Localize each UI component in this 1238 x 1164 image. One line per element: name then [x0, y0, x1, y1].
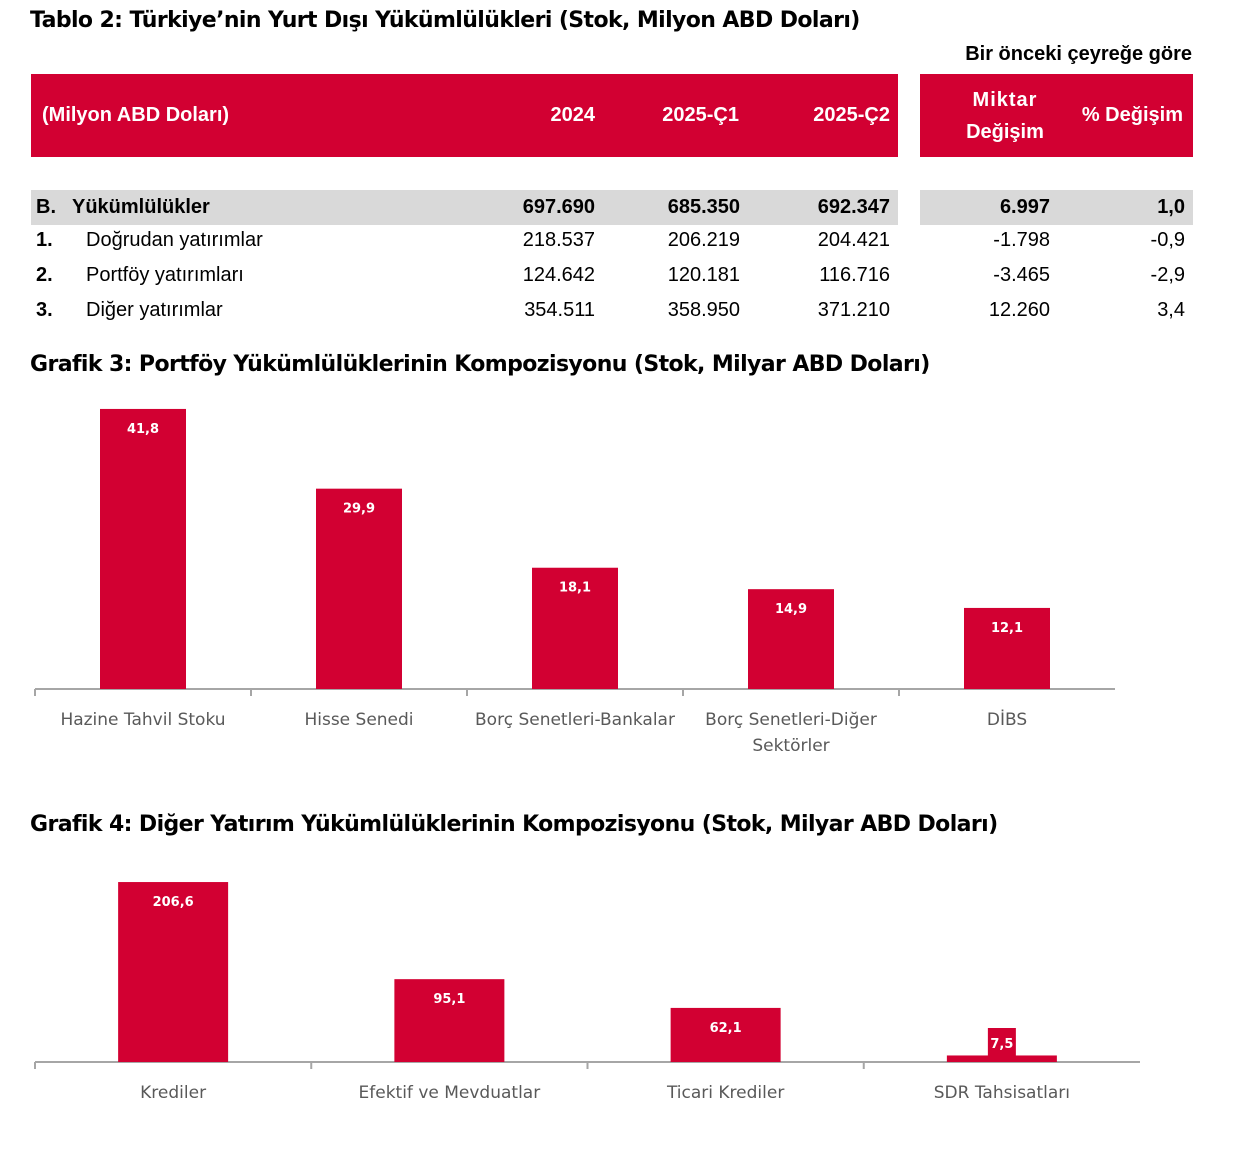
- row-number: B.: [36, 196, 56, 218]
- category-label: Sektörler: [752, 736, 829, 756]
- value-2025-q2: 371.210: [817, 299, 890, 321]
- bar: [394, 979, 505, 1062]
- bar: [100, 408, 186, 689]
- category-label: Efektif ve Mevduatlar: [359, 1083, 541, 1103]
- data-label: 7,5: [990, 1037, 1013, 1052]
- row-label: Yükümlülükler: [72, 196, 210, 218]
- bar: [748, 589, 834, 689]
- value-change-amount: -3.465: [993, 264, 1050, 286]
- header-change-amount-line1: Miktar: [972, 88, 1038, 111]
- category-label: Hisse Senedi: [304, 710, 413, 730]
- bar: [118, 882, 229, 1062]
- bar: [532, 567, 618, 689]
- row-label: Diğer yatırımlar: [86, 299, 223, 321]
- table-header-main: (Milyon ABD Doları) 2024 2025-Ç1 2025-Ç2: [31, 74, 898, 157]
- chart3-title: Grafik 3: Portföy Yükümlülüklerinin Komp…: [30, 352, 930, 377]
- value-change-pct: 3,4: [1157, 299, 1185, 321]
- value-change-amount: -1.798: [993, 229, 1050, 251]
- table-row: 2. Portföy yatırımları 124.642 120.181 116.7…: [31, 258, 898, 293]
- row-number: 2.: [36, 264, 53, 286]
- data-label: 12,1: [991, 621, 1023, 636]
- data-label: 95,1: [433, 992, 465, 1007]
- value-2025-q2: 116.716: [819, 264, 890, 286]
- category-label: Hazine Tahvil Stoku: [60, 710, 225, 730]
- table-row-change: 12.260 3,4: [920, 293, 1193, 328]
- value-2024: 697.690: [522, 196, 595, 218]
- value-2024: 354.511: [524, 299, 595, 321]
- category-label: Ticari Krediler: [666, 1083, 784, 1103]
- header-2025-q1: 2025-Ç1: [662, 104, 739, 126]
- data-label-box: [987, 1028, 1016, 1056]
- header-2024: 2024: [550, 104, 596, 126]
- bar: [946, 1055, 1057, 1062]
- table-row: 3. Diğer yatırımlar 354.511 358.950 371.210: [31, 293, 898, 328]
- bar: [670, 1007, 781, 1062]
- category-label: Borç Senetleri-Bankalar: [475, 710, 675, 730]
- data-label: 29,9: [343, 502, 375, 517]
- value-change-pct: 1,0: [1157, 196, 1185, 218]
- data-label: 206,6: [153, 895, 194, 910]
- category-label: DİBS: [987, 709, 1027, 730]
- value-2025-q2: 204.421: [817, 229, 890, 251]
- chart4-title: Grafik 4: Diğer Yatırım Yükümlülüklerini…: [30, 812, 998, 837]
- category-label: Krediler: [140, 1083, 206, 1103]
- value-change-pct: -2,9: [1150, 264, 1185, 286]
- bar: [316, 488, 402, 689]
- table-row: B. Yükümlülükler 697.690 685.350 692.347: [31, 190, 898, 225]
- table-row-change: -1.798 -0,9: [920, 223, 1193, 258]
- value-2025-q1: 206.219: [667, 229, 740, 251]
- table-row-change: 6.997 1,0: [920, 190, 1193, 225]
- table-header-change: Miktar Değişim % Değişim: [920, 74, 1193, 157]
- value-change-amount: 12.260: [988, 299, 1050, 321]
- value-2024: 124.642: [522, 264, 595, 286]
- value-2025-q1: 120.181: [667, 264, 740, 286]
- value-2025-q2: 692.347: [817, 196, 890, 218]
- value-change-pct: -0,9: [1150, 229, 1185, 251]
- value-2025-q1: 358.950: [667, 299, 740, 321]
- row-number: 1.: [36, 229, 53, 251]
- data-label: 41,8: [127, 422, 159, 437]
- table-title: Tablo 2: Türkiye’nin Yurt Dışı Yükümlülü…: [30, 8, 860, 33]
- data-label: 62,1: [710, 1021, 742, 1036]
- header-2025-q2: 2025-Ç2: [813, 104, 890, 126]
- data-label: 18,1: [559, 581, 591, 596]
- row-number: 3.: [36, 299, 53, 321]
- bar: [964, 607, 1050, 689]
- value-2024: 218.537: [522, 229, 595, 251]
- category-label: SDR Tahsisatları: [934, 1083, 1070, 1103]
- table-row: 1. Doğrudan yatırımlar 218.537 206.219 204.4…: [31, 223, 898, 258]
- data-label: 14,9: [775, 602, 807, 617]
- row-label: Doğrudan yatırımlar: [86, 229, 263, 251]
- header-label: (Milyon ABD Doları): [42, 104, 230, 126]
- header-change-pct: % Değişim: [1081, 104, 1183, 126]
- table-row-change: -3.465 -2,9: [920, 258, 1193, 293]
- value-2025-q1: 685.350: [667, 196, 740, 218]
- category-label: Borç Senetleri-Diğer: [705, 710, 877, 730]
- header-change-amount-line2: Değişim: [966, 120, 1044, 143]
- header-change-amount: Miktar Değişim: [950, 74, 1060, 157]
- value-change-amount: 6.997: [999, 196, 1050, 218]
- table-subheader: Bir önceki çeyreğe göre: [965, 43, 1192, 65]
- row-label: Portföy yatırımları: [86, 264, 244, 286]
